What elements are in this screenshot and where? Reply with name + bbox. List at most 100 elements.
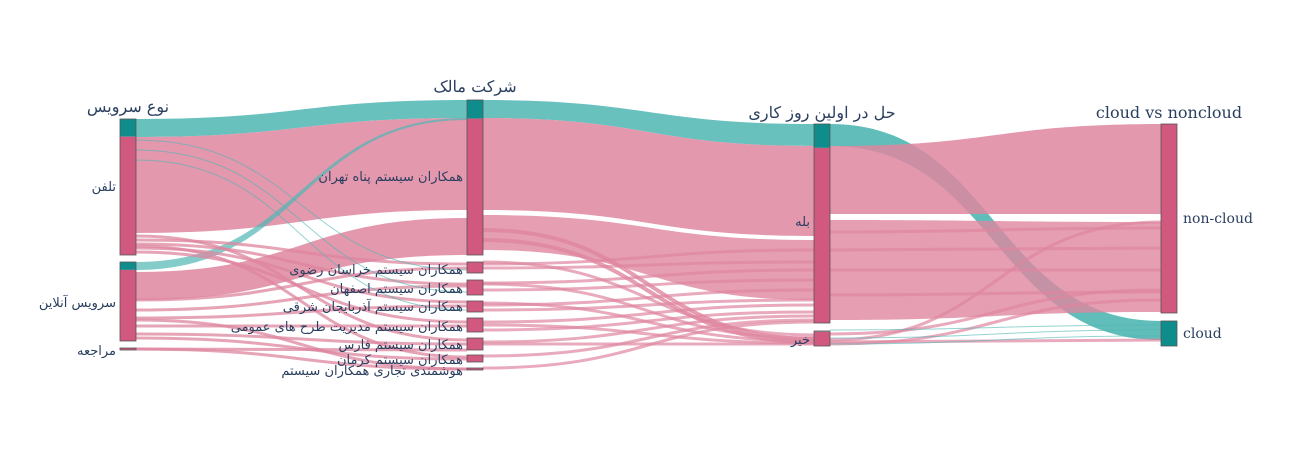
dimension-1-header: نوع سرویس: [87, 97, 169, 116]
dimension-1-category-label: مراجعه: [77, 344, 116, 359]
node-pink-segment: [467, 355, 483, 362]
dimension-2-category-node[interactable]: [466, 261, 484, 274]
flow-link: [482, 323, 815, 345]
node-teal-segment: [120, 262, 136, 270]
flow-link: [135, 139, 468, 271]
node-teal-segment: [120, 119, 136, 137]
node-outline: [119, 261, 137, 342]
flow-link-teal: [483, 100, 814, 146]
dimension-2-category-node[interactable]: [466, 337, 484, 351]
flow-link: [829, 335, 1162, 345]
flow-link: [482, 303, 815, 324]
node-pink-segment: [1161, 124, 1177, 313]
flow-link: [135, 266, 468, 302]
flow-link: [135, 347, 468, 352]
category-labels: نوع سرویس تلفن سرویس آنلاین مراجعه شرکت مالک…: [39, 77, 1253, 379]
dimension-1-category-node[interactable]: [119, 118, 137, 256]
flow-link: [482, 318, 815, 358]
flow-link: [482, 298, 815, 312]
node-outline: [813, 123, 831, 324]
flow-link: [482, 268, 815, 285]
flow-link: [829, 329, 1162, 339]
dimension-1-category-label: تلفن: [92, 180, 117, 195]
dimension-3-category-node[interactable]: [813, 123, 831, 324]
node-outline: [466, 337, 484, 351]
flow-link: [482, 260, 815, 337]
node-teal-segment: [467, 100, 483, 119]
node-outline: [813, 330, 831, 347]
flow-link: [135, 234, 468, 342]
dimension-4-header: cloud vs noncloud: [1096, 103, 1242, 122]
dimension-4-category-node[interactable]: [1160, 123, 1178, 314]
dimension-1-category-node[interactable]: [119, 261, 137, 342]
node-teal-segment: [814, 124, 830, 148]
dimension-4-category-label: cloud: [1183, 326, 1222, 342]
dimension-1-category-label: سرویس آنلاین: [39, 294, 116, 311]
flow-link: [482, 228, 815, 341]
flow-link: [135, 304, 468, 320]
flow-link-pink: [483, 118, 814, 236]
flow-link: [135, 149, 468, 293]
node-pink-segment: [467, 262, 483, 273]
node-pink-segment: [467, 368, 483, 370]
node-pink-segment: [467, 301, 483, 312]
flow-link: [482, 260, 815, 270]
node-outline: [1160, 123, 1178, 314]
dimension-3-category-label: بله: [795, 215, 810, 230]
node-outline: [466, 279, 484, 296]
dimension-2-category-label: همکاران سیستم پناه تهران: [318, 170, 463, 185]
node-outline: [466, 261, 484, 274]
node-outline: [466, 99, 484, 256]
node-pink-segment: [120, 136, 136, 255]
node-pink-segment: [814, 147, 830, 323]
node-pink-segment: [467, 338, 483, 350]
dimension-2-category-node[interactable]: [466, 354, 484, 363]
node-pink-segment: [467, 118, 483, 255]
node-outline: [119, 347, 137, 351]
node-outline: [466, 317, 484, 333]
node-outline: [1160, 320, 1178, 347]
dimension-2-category-node[interactable]: [466, 300, 484, 313]
flow-link: [829, 288, 1162, 336]
dimension-3-header: حل در اولین روز کاری: [748, 103, 895, 122]
flow-link-pink: [136, 118, 467, 233]
flow-link: [135, 242, 468, 286]
dimension-4-category-node[interactable]: [1160, 320, 1178, 347]
dimension-2-category-label: هوشمندی تجاری همکاران سیستم: [281, 364, 463, 379]
node-pink-segment: [814, 331, 830, 346]
flow-link: [482, 238, 815, 344]
node-pink-segment: [120, 269, 136, 341]
dimension-3-category-node[interactable]: [813, 330, 831, 347]
dimension-2-category-label: همکاران سیستم اصفهان: [330, 282, 463, 297]
dimension-2-category-label: همکاران سیستم آذربایجان شرقی: [283, 298, 463, 315]
flow-link: [135, 244, 468, 359]
node-outline: [119, 118, 137, 256]
flow-link: [135, 332, 468, 346]
flow-link: [482, 314, 815, 344]
flow-link: [829, 246, 1162, 252]
node-outline: [466, 354, 484, 363]
flow-link: [135, 159, 468, 311]
dimension-2-category-label: همکاران سیستم خراسان رضوی: [289, 263, 463, 278]
flow-link: [482, 248, 815, 266]
node-outline: [466, 367, 484, 371]
dimension-2-category-node[interactable]: [466, 279, 484, 296]
dimension-2-category-node[interactable]: [466, 367, 484, 371]
node-pink-segment: [467, 318, 483, 332]
flow-link: [829, 220, 1162, 342]
flow-links: [135, 100, 1162, 371]
flow-link: [482, 301, 815, 343]
dimension-2-header: شرکت مالک: [433, 77, 516, 96]
dimension-2-category-node[interactable]: [466, 317, 484, 333]
node-pink-segment: [120, 348, 136, 350]
dimension-2-category-label: همکاران سیستم کرمان: [337, 353, 463, 368]
dimension-3-category-label: خیر: [790, 333, 810, 348]
dimension-2-category-node[interactable]: [466, 99, 484, 256]
dimension-2-category-label: همکاران سیستم فارس: [338, 338, 463, 353]
flow-link-pink: [830, 124, 1161, 214]
flow-link-teal: [136, 118, 467, 270]
flow-link-pink: [136, 218, 467, 300]
dimension-1-category-node[interactable]: [119, 347, 137, 351]
node-outline: [466, 300, 484, 313]
